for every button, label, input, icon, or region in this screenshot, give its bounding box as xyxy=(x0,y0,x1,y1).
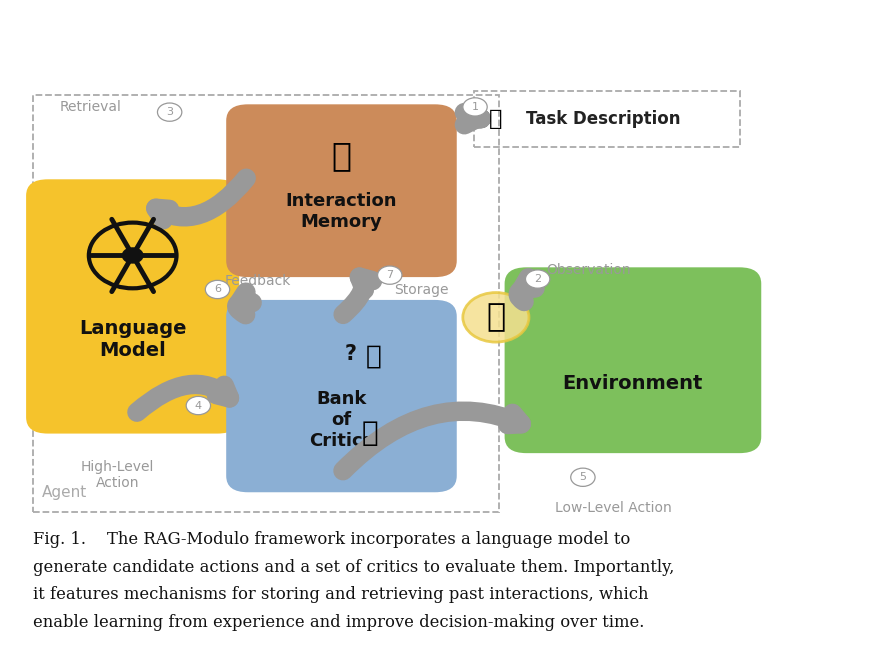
Circle shape xyxy=(186,396,210,415)
Text: 🤖: 🤖 xyxy=(361,419,377,447)
Text: Bank
of
Critics: Bank of Critics xyxy=(309,391,373,450)
Text: 7: 7 xyxy=(386,270,393,280)
Text: Retrieval: Retrieval xyxy=(59,100,121,114)
Text: Feedback: Feedback xyxy=(224,274,290,288)
Text: enable learning from experience and improve decision-making over time.: enable learning from experience and impr… xyxy=(33,614,644,630)
Text: High-Level
Action: High-Level Action xyxy=(81,460,154,490)
Bar xyxy=(33,95,498,512)
Circle shape xyxy=(122,247,143,263)
Text: 5: 5 xyxy=(579,472,586,482)
Circle shape xyxy=(525,270,549,288)
Text: it features mechanisms for storing and retrieving past interactions, which: it features mechanisms for storing and r… xyxy=(33,586,647,603)
Text: 1: 1 xyxy=(471,102,478,112)
Bar xyxy=(474,91,739,147)
Circle shape xyxy=(205,280,229,299)
Text: generate candidate actions and a set of critics to evaluate them. Importantly,: generate candidate actions and a set of … xyxy=(33,559,673,576)
Text: ?: ? xyxy=(344,344,356,364)
Circle shape xyxy=(462,293,528,342)
FancyBboxPatch shape xyxy=(26,179,239,434)
Text: Fig. 1.    The RAG-Modulo framework incorporates a language model to: Fig. 1. The RAG-Modulo framework incorpo… xyxy=(33,531,629,548)
Text: 2: 2 xyxy=(534,274,541,284)
Text: 4: 4 xyxy=(195,400,202,411)
Text: Observation: Observation xyxy=(546,263,630,277)
Text: 6: 6 xyxy=(214,284,221,295)
Text: Agent: Agent xyxy=(42,485,87,500)
Text: 🧑: 🧑 xyxy=(488,109,502,129)
Text: 🌍: 🌍 xyxy=(486,302,505,333)
FancyBboxPatch shape xyxy=(226,300,456,492)
Circle shape xyxy=(157,103,182,121)
FancyBboxPatch shape xyxy=(504,267,760,453)
Text: Interaction
Memory: Interaction Memory xyxy=(285,192,397,231)
Text: Environment: Environment xyxy=(562,374,702,393)
Circle shape xyxy=(570,468,594,486)
Text: Task Description: Task Description xyxy=(526,110,680,128)
Text: 3: 3 xyxy=(166,107,173,117)
Circle shape xyxy=(377,266,401,284)
Text: Storage: Storage xyxy=(394,283,448,297)
FancyBboxPatch shape xyxy=(226,104,456,277)
Text: 🔍: 🔍 xyxy=(366,343,381,369)
Text: Language
Model: Language Model xyxy=(79,319,186,360)
Text: Low-Level Action: Low-Level Action xyxy=(554,501,671,514)
Text: 🧠: 🧠 xyxy=(331,139,351,172)
Circle shape xyxy=(462,98,487,116)
